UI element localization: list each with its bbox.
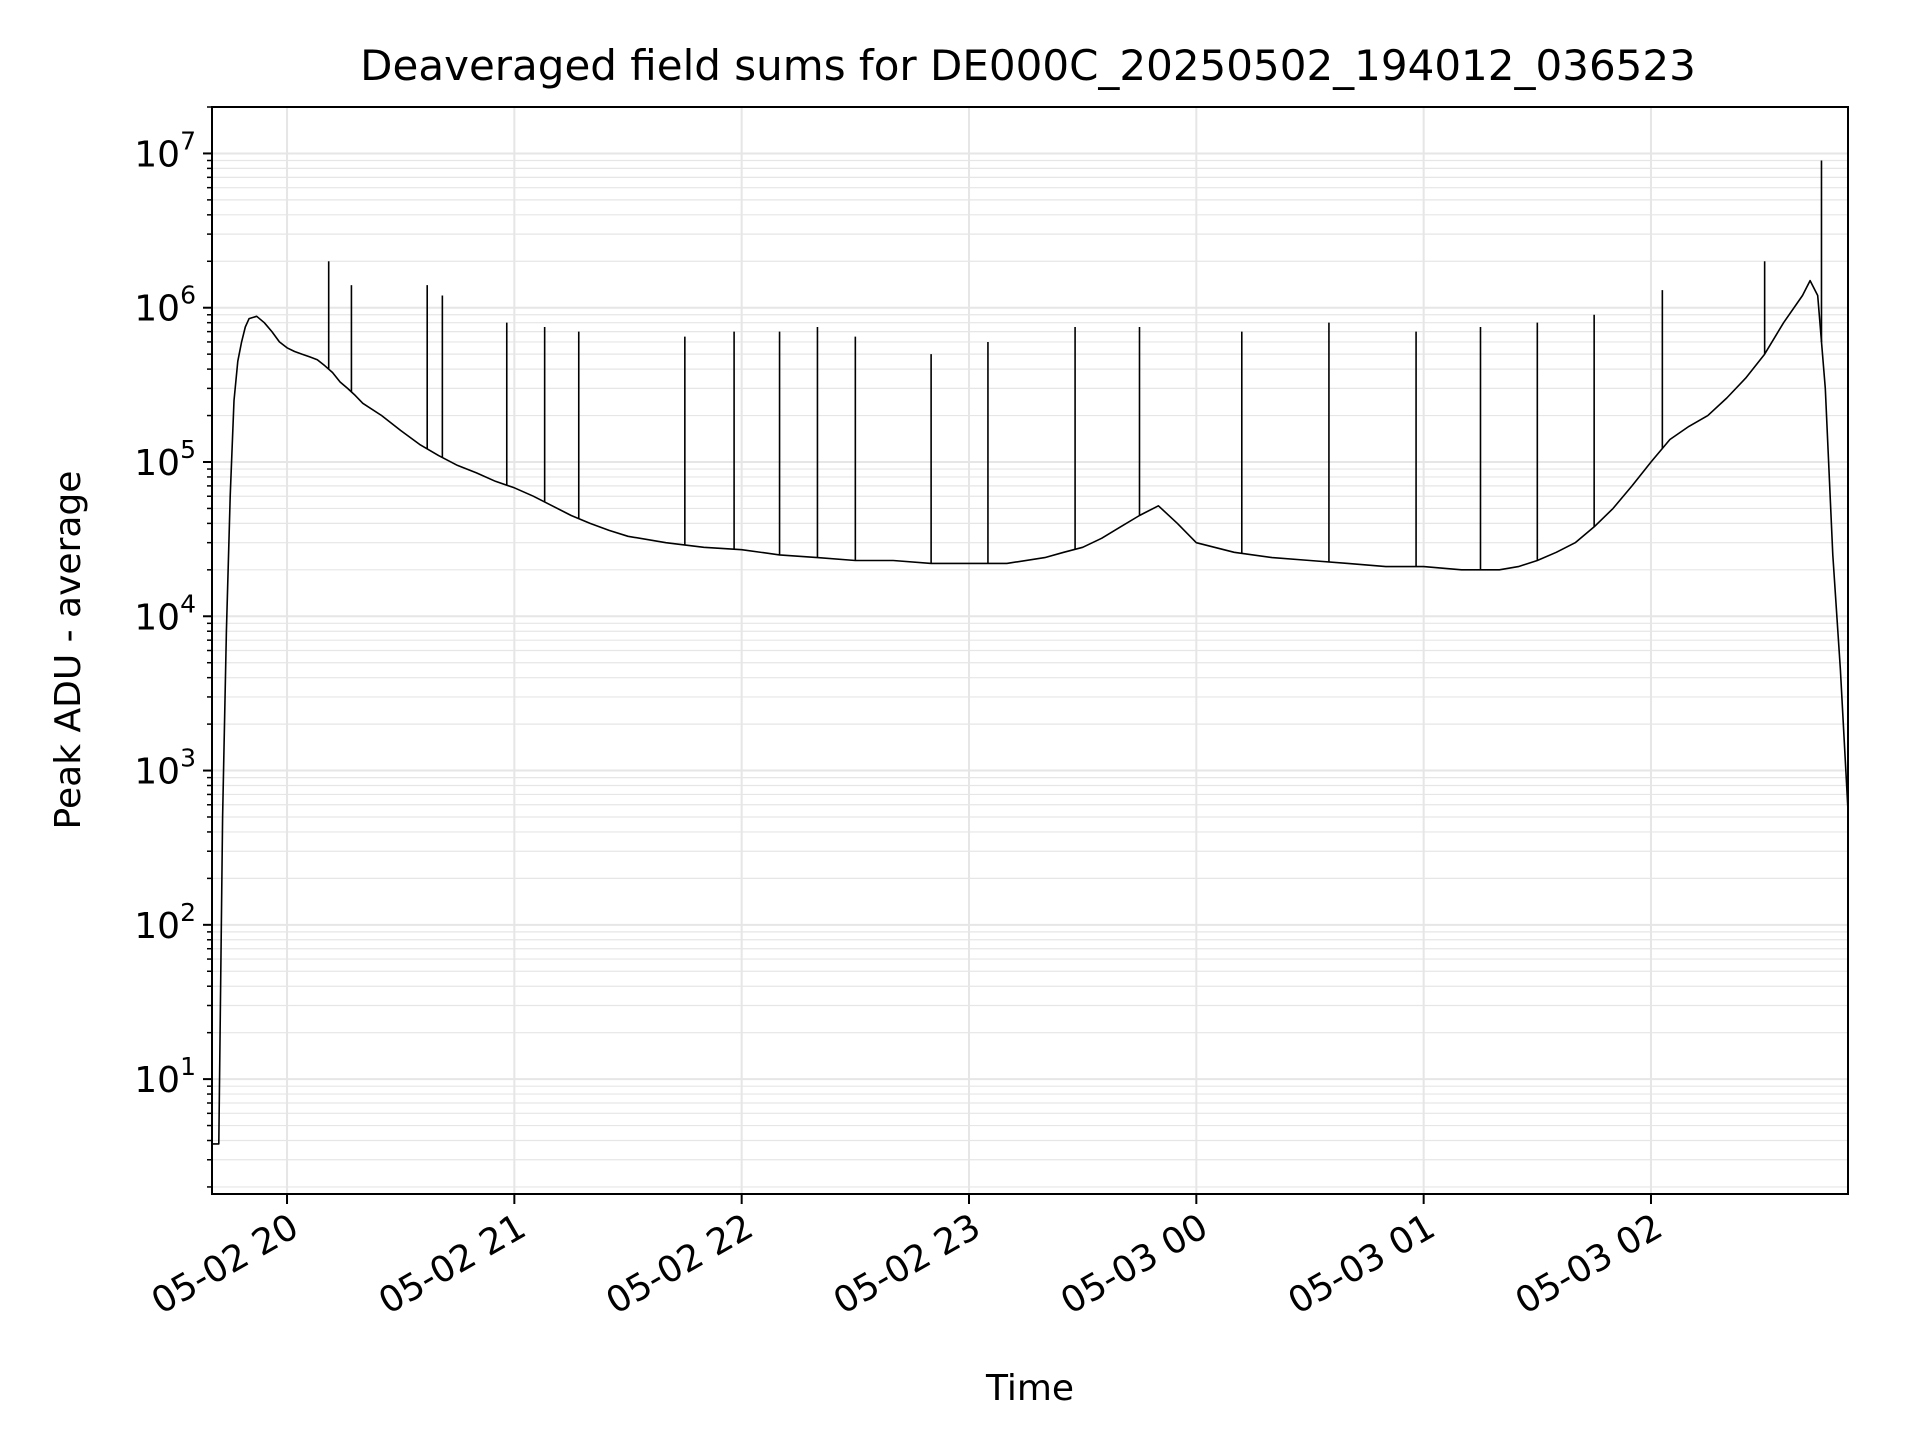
- series-line: [212, 279, 1849, 1145]
- x-tick-label: 05-02 22: [599, 1206, 760, 1322]
- y-tick-label: 103: [134, 744, 196, 793]
- x-tick-label: 05-02 21: [372, 1206, 533, 1322]
- y-axis-label: Peak ADU - average: [48, 471, 89, 830]
- grid-layer: [212, 106, 1848, 1194]
- y-tick-label: 106: [134, 281, 196, 330]
- y-tick-label: 107: [134, 126, 196, 175]
- data-layer: [212, 160, 1849, 1145]
- x-tick-label: 05-03 02: [1509, 1206, 1670, 1322]
- x-tick-label: 05-02 23: [827, 1206, 988, 1322]
- x-axis: 05-02 20 05-02 21 05-02 22 05-02 23 05-03 00…: [145, 1194, 1670, 1323]
- y-tick-label: 105: [134, 435, 196, 484]
- y-axis: 101 102 103 104 105 106 107: [134, 106, 212, 1188]
- chart-title: Deaveraged field sums for DE000C_2025050…: [360, 41, 1696, 90]
- x-axis-label: Time: [985, 1368, 1074, 1409]
- x-tick-label: 05-02 20: [145, 1206, 306, 1322]
- y-tick-label: 102: [134, 898, 196, 947]
- y-tick-label: 101: [134, 1052, 196, 1101]
- y-tick-label: 104: [134, 589, 196, 638]
- x-tick-label: 05-03 00: [1054, 1206, 1215, 1322]
- x-tick-label: 05-03 01: [1281, 1206, 1442, 1322]
